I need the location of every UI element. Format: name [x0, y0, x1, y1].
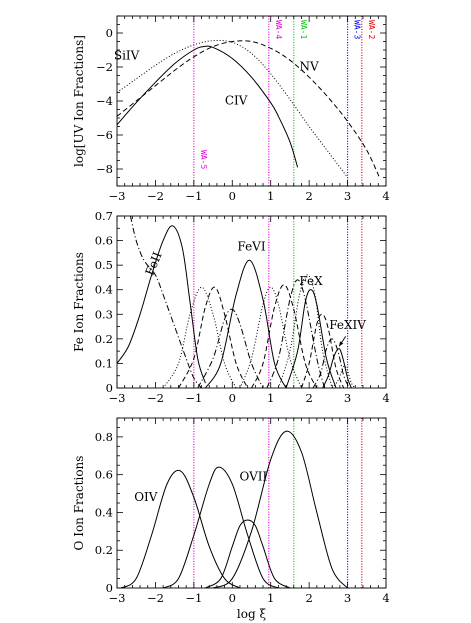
fe-ytick-label: 0.6	[95, 234, 113, 248]
panel-fe: −3 −2 −1 0 1 2 3 4 0 0.1 0.2 0.3 0.4 0.5 0.6 0.7 Fe Ion …	[72, 209, 390, 405]
uv-ytick-label: −8	[96, 162, 113, 176]
fe-label-fex: FeX	[299, 274, 323, 288]
panel-uv: −3 −2 −1 0 1 2 3 4 0 −2 −4 −6 −8 log[UV Ion Fractions…	[72, 15, 390, 203]
fe-curve-fex	[285, 289, 337, 388]
fe-ytick-label: 0.3	[95, 307, 113, 321]
o-curve-oiv	[120, 469, 241, 588]
uv-xtick-label: 3	[344, 189, 351, 203]
fe-label-fexiv: FeXIV	[329, 318, 366, 332]
wa-label-wa-3: WA-3	[353, 20, 362, 39]
fe-curve-fe-g	[277, 274, 333, 388]
fe-xtick-label: −1	[185, 391, 202, 405]
fe-curve-fe-h	[300, 313, 345, 388]
uv-label-civ: CIV	[225, 93, 248, 107]
fe-xtick-label: 4	[382, 391, 389, 405]
o-x-axis-label: log ξ	[237, 607, 267, 621]
o-label-oiv: OIV	[134, 490, 158, 504]
fe-ytick-label: 0.5	[95, 258, 113, 272]
uv-curve-nv	[117, 40, 381, 180]
uv-ytick-label: −2	[96, 60, 113, 74]
o-xtick-label: 4	[382, 591, 389, 605]
o-xtick-label: 1	[267, 591, 274, 605]
wa-label-wa-1: WA-1	[299, 20, 308, 39]
uv-ytick-label: −4	[96, 94, 113, 108]
fe-curve-fevi	[204, 259, 287, 388]
o-curve-ovi	[205, 519, 291, 588]
o-xtick-label: −1	[185, 591, 202, 605]
o-curve-ov	[162, 466, 279, 588]
uv-frame	[116, 15, 387, 187]
wa-label-wa-5: WA-5	[199, 150, 208, 169]
o-xtick-label: 3	[344, 591, 351, 605]
uv-curve-civ	[117, 45, 299, 168]
fe-curve-fe-i	[312, 338, 350, 388]
o-ytick-label: 0.2	[95, 543, 113, 557]
wa-label-wa-4: WA-4	[274, 20, 283, 39]
fe-curve-fexiv	[322, 348, 352, 388]
fe-xtick-label: −3	[109, 391, 126, 405]
fe-curve-fe-a	[162, 286, 237, 388]
fe-xtick-label: 2	[305, 391, 312, 405]
uv-curves	[117, 39, 381, 180]
uv-ytick-label: −6	[96, 128, 113, 142]
o-xtick-label: 0	[229, 591, 236, 605]
uv-xtick-label: 1	[267, 189, 274, 203]
o-ytick-label: 0	[106, 581, 113, 595]
fe-xtick-label: 1	[267, 391, 274, 405]
uv-ytick-label: 0	[106, 26, 113, 40]
fe-y-axis-label: Fe Ion Fractions	[72, 252, 86, 352]
o-xtick-label: −3	[109, 591, 126, 605]
fe-curve-fe-j	[331, 365, 356, 388]
fe-label-feii: FeII	[143, 250, 165, 278]
uv-xtick-label: 0	[229, 189, 236, 203]
o-y-axis-label: O Ion Fractions	[72, 456, 86, 551]
fe-curve-fe-f	[266, 279, 325, 388]
fe-curve-fe-b	[178, 286, 249, 388]
o-label-ovii: OVII	[240, 469, 268, 483]
uv-label-nv: NV	[300, 59, 320, 73]
fe-curve-fe-d	[239, 286, 302, 388]
fe-curves	[117, 216, 356, 388]
panel-o: −3 −2 −1 0 1 2 3 4 0 0.2 0.4 0.6 0.8 O Ion Fractions l…	[72, 417, 390, 621]
uv-xtick-label: −1	[185, 189, 202, 203]
fe-ytick-label: 0.4	[95, 283, 113, 297]
o-curves	[120, 430, 348, 588]
fe-xtick-label: 0	[229, 391, 236, 405]
fe-curve-fe-e	[251, 284, 318, 388]
fe-ytick-label: 0.7	[95, 209, 113, 223]
uv-y-axis-label: log[UV Ion Fractions]	[72, 35, 86, 167]
uv-xtick-label: 2	[305, 189, 312, 203]
o-ytick-label: 0.4	[95, 505, 113, 519]
o-ytick-label: 0.8	[95, 430, 113, 444]
fe-xtick-label: −2	[147, 391, 164, 405]
fe-xtick-label: 3	[344, 391, 351, 405]
fe-ytick-label: 0	[106, 381, 113, 395]
o-curve-ovii	[212, 430, 348, 588]
uv-label-siiv: SiIV	[114, 48, 140, 62]
fe-curve-fei-ii-tail	[129, 216, 202, 388]
wa-label-wa-2: WA-2	[367, 20, 376, 39]
uv-xtick-label: −3	[109, 189, 126, 203]
fexiv-arrowhead	[339, 341, 344, 347]
fe-ytick-label: 0.2	[95, 332, 113, 346]
fe-curve-feii	[117, 225, 206, 384]
o-ytick-label: 0.6	[95, 468, 113, 482]
uv-curve-siiv	[117, 39, 348, 178]
o-xtick-label: 2	[305, 591, 312, 605]
fe-label-fevi: FeVI	[237, 239, 265, 253]
uv-xtick-label: −2	[147, 189, 164, 203]
uv-xtick-label: 4	[382, 189, 389, 203]
o-xtick-label: −2	[147, 591, 164, 605]
fe-ytick-label: 0.1	[95, 356, 113, 370]
